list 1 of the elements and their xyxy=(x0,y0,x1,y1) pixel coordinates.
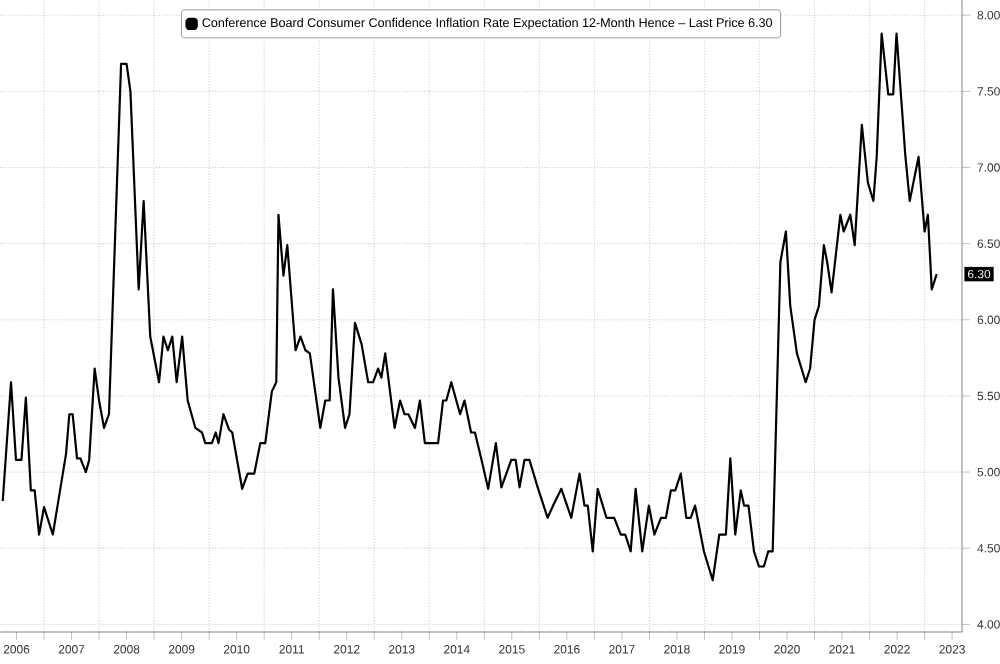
line-series xyxy=(1,32,938,582)
